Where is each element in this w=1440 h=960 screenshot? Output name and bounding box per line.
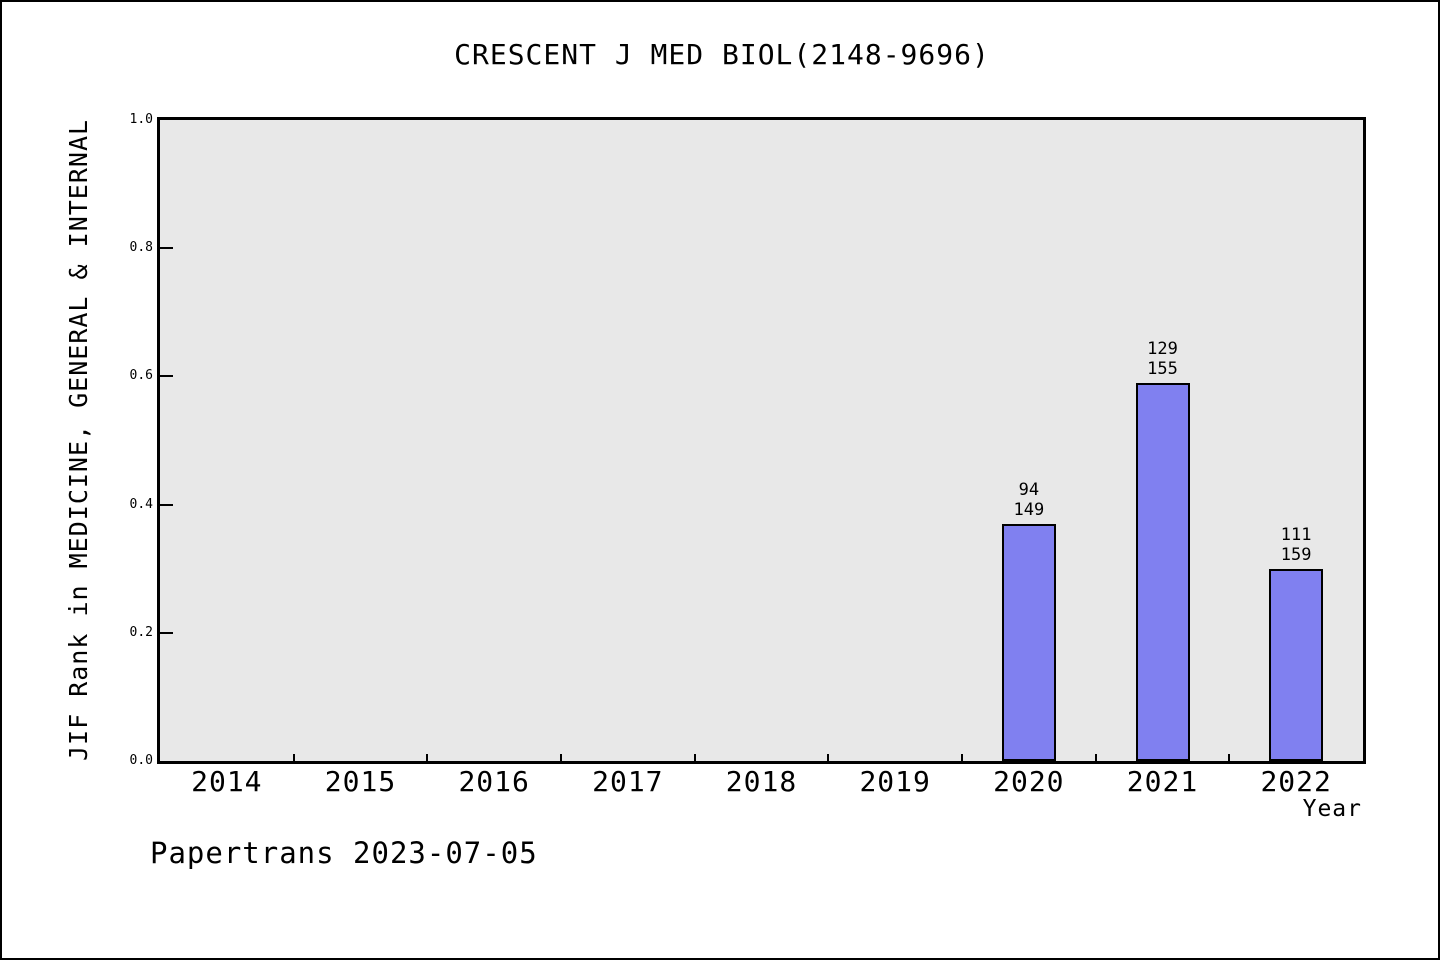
bar-rank-total: 155 [1147,359,1178,379]
x-tick-label: 2017 [592,765,664,798]
bar-annotation-2022: 111 159 [1246,525,1346,565]
x-tick-label: 2020 [993,765,1065,798]
y-tick-label: 0.2 [129,624,153,640]
x-tick-label: 2014 [191,765,263,798]
x-tick-label: 2018 [725,765,798,798]
x-tick-mark [560,754,562,761]
bar-2020 [1001,524,1056,761]
x-tick-mark [961,754,963,761]
x-tick-label: 2021 [1126,765,1199,798]
x-tick-mark [693,754,696,761]
x-tick-mark [292,754,295,761]
y-tick-mark [160,631,173,634]
y-tick-label: 0.8 [129,240,153,256]
x-tick-mark [426,754,429,761]
chart-title: CRESCENT J MED BIOL(2148-9696) [454,38,990,71]
x-tick-mark [827,754,830,761]
x-tick-label: 2016 [458,765,530,798]
y-tick-label: 0.0 [129,753,153,768]
bar-2021 [1135,383,1190,761]
x-tick-label: 2015 [324,765,397,798]
y-tick-label: 1.0 [129,112,153,127]
bar-annotation-2021: 129 155 [1113,339,1213,379]
y-tick-mark [160,375,173,378]
x-tick-label: 2022 [1260,765,1332,798]
bar-2022 [1269,569,1324,761]
footer-watermark: Papertrans 2023-07-05 [150,836,538,870]
y-tick-label: 0.6 [129,368,153,384]
y-tick-mark [160,503,173,506]
y-tick-label: 0.4 [129,496,153,512]
y-axis-label: JIF Rank in MEDICINE, GENERAL & INTERNAL [64,118,93,761]
y-tick-mark [160,247,173,250]
bar-rank-value: 111 [1280,525,1312,545]
x-tick-mark [1228,754,1231,761]
bar-rank-total: 159 [1280,545,1312,565]
bar-rank-value: 129 [1147,339,1178,359]
bar-rank-total: 149 [1013,500,1045,520]
x-tick-mark [1094,754,1097,761]
x-tick-label: 2019 [859,765,931,798]
bar-annotation-2020: 94 149 [979,480,1079,520]
x-axis-label: Year [1302,796,1362,822]
bar-rank-value: 94 [1018,480,1040,500]
